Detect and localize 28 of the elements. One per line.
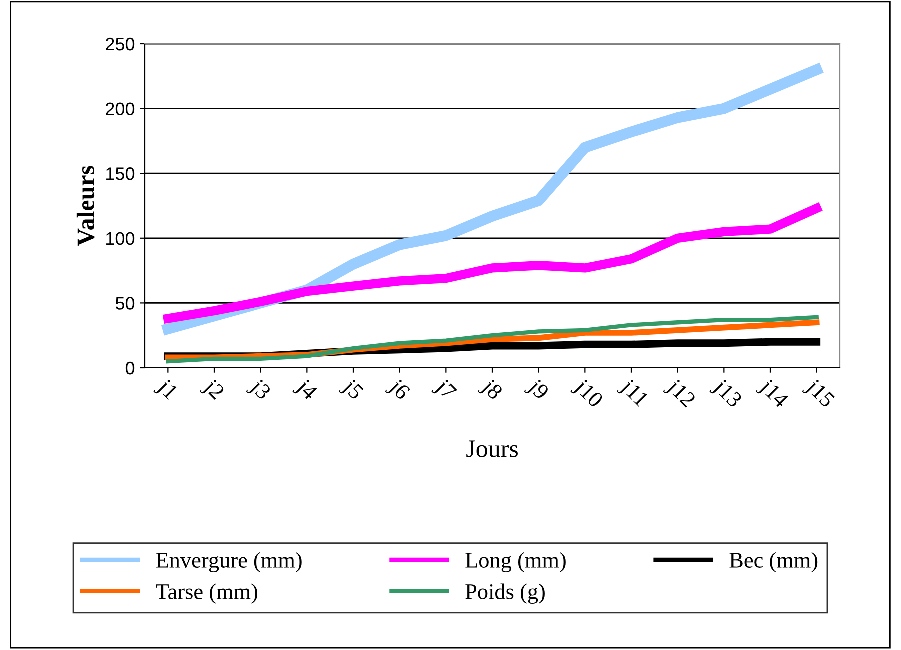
y-tick-label: 100: [106, 232, 135, 246]
y-tick-label: 0: [126, 362, 135, 375]
x-tick-label: j11: [616, 378, 650, 411]
y-tick-label: 150: [106, 168, 135, 180]
x-tick-label: j13: [709, 378, 744, 412]
x-tick-label: j9: [524, 378, 550, 404]
x-tick-label: j4: [292, 378, 319, 404]
y-tick-label: 250: [106, 38, 135, 51]
y-axis-title: Valeurs: [76, 166, 95, 246]
x-axis-title: Jours: [466, 440, 518, 458]
x-tick-label: j15: [802, 378, 836, 412]
legend-label: Envergure (mm): [156, 552, 302, 573]
legend-label: Long (mm): [466, 552, 566, 573]
y-tick-label: 50: [116, 297, 135, 310]
x-tick-label: j1: [153, 378, 179, 404]
x-tick-label: j12: [663, 378, 697, 412]
legend-label: Bec (mm): [730, 552, 818, 572]
x-tick-label: j8: [478, 378, 504, 404]
y-tick-label: 200: [106, 102, 135, 116]
x-tick-label: j10: [570, 378, 604, 412]
x-tick-label: j6: [385, 378, 412, 404]
x-tick-label: j5: [338, 378, 365, 404]
x-tick-label: j3: [246, 378, 272, 404]
legend-label: Poids (g): [466, 584, 545, 604]
x-tick-label: j14: [756, 378, 790, 412]
legend-label: Tarse (mm): [156, 584, 258, 604]
x-tick-label: j7: [431, 378, 458, 404]
x-tick-label: j2: [200, 378, 226, 404]
